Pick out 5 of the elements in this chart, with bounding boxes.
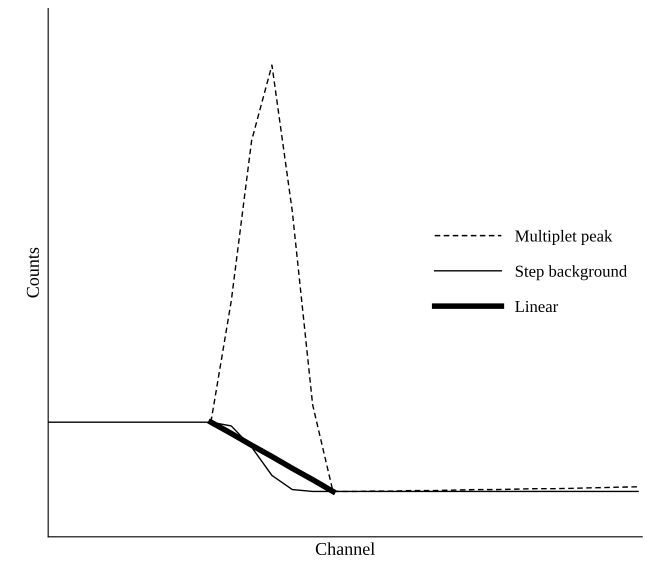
legend-label: Multiplet peak [515,230,612,246]
legend-label: Step background [516,265,627,280]
legend-label: Linear [515,300,558,312]
x-axis-title: Channel [316,542,375,556]
y-axis-title: Counts [26,248,39,298]
